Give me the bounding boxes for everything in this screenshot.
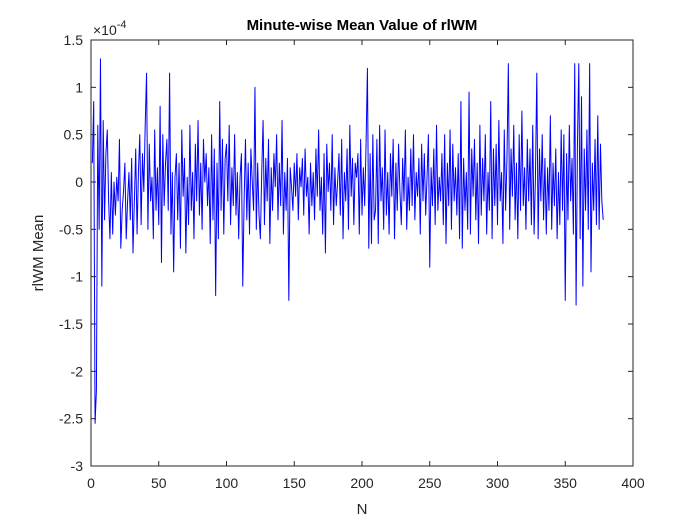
y-axis-label: rlWM Mean	[30, 215, 47, 292]
y-tick-label: -2	[71, 363, 84, 379]
x-axis: 0 50 100 150 200 250 300 350 400	[87, 40, 645, 491]
x-tick-label: 100	[215, 475, 239, 491]
y-tick-label: -2.5	[59, 411, 83, 427]
x-tick-label: 400	[621, 475, 645, 491]
series-line	[91, 58, 604, 424]
y-tick-label: 0	[75, 174, 83, 190]
y-tick-label: -1.5	[59, 316, 83, 332]
x-tick-label: 350	[554, 475, 578, 491]
exponent-base: ×10	[93, 22, 117, 38]
axis-exponent: ×10-4	[93, 19, 127, 38]
y-axis: -3 -2.5 -2 -1.5 -1 -0.5 0 0.5 1 1.5	[59, 32, 633, 474]
x-tick-label: 250	[418, 475, 442, 491]
x-tick-label: 200	[350, 475, 374, 491]
y-tick-label: 0.5	[64, 127, 84, 143]
y-tick-label: -1	[71, 269, 84, 285]
y-tick-label: -0.5	[59, 221, 83, 237]
x-tick-label: 150	[283, 475, 307, 491]
plot-area	[90, 39, 634, 467]
y-tick-label: 1	[75, 79, 83, 95]
x-tick-label: 300	[486, 475, 510, 491]
chart-title: Minute-wise Mean Value of rlWM	[247, 17, 478, 34]
x-axis-label: N	[357, 501, 368, 518]
y-tick-label: -3	[71, 458, 84, 474]
y-tick-label: 1.5	[64, 32, 84, 48]
x-tick-label: 50	[151, 475, 167, 491]
x-tick-label: 0	[87, 475, 95, 491]
exponent-power: -4	[117, 19, 127, 31]
